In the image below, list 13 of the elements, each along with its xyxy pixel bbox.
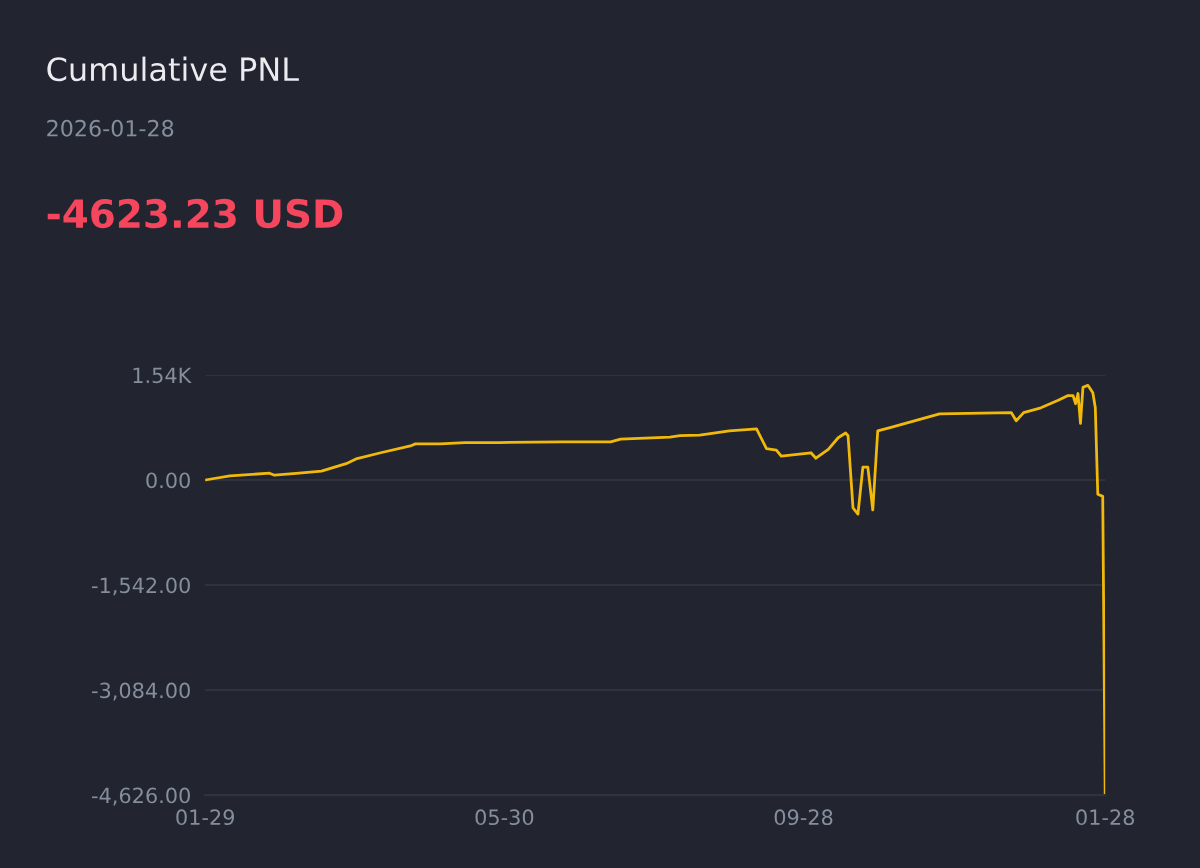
y-tick-label: -1,542.00 [92,577,190,596]
text: -4623.23 USD [47,198,343,229]
x-tick-label: 05-30 [475,809,534,826]
y-tick-label: -3,084.00 [92,682,190,701]
y-tick-label: -4,626.00 [92,787,190,806]
x-tick-label: 09-28 [774,809,833,826]
chart-subtitle: 2026-01-28 [47,119,174,137]
x-tick-label: 01-29 [176,809,234,826]
chart-title: Cumulative PNL [47,56,299,82]
y-tick-label: 1.54K [133,367,192,384]
line-series [205,383,1106,796]
y-tick-label: 0.00 [146,472,190,489]
x-tick-label: 01-28 [1076,809,1135,826]
